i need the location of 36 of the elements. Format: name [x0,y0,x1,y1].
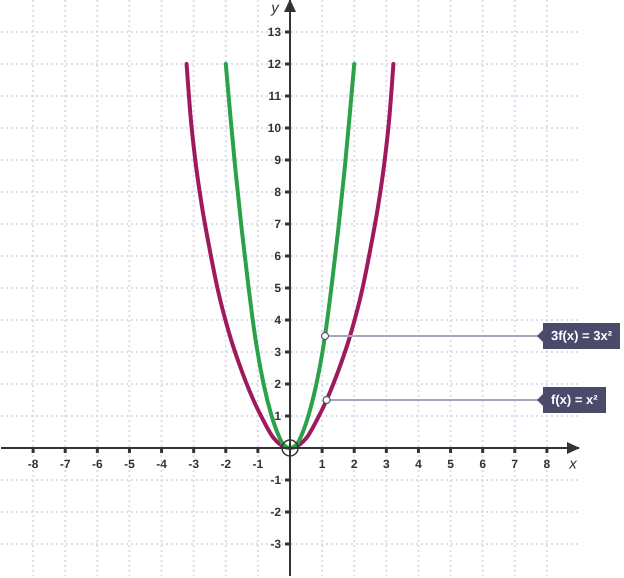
x-tick-label: 8 [544,457,551,471]
x-tick-label: -6 [92,457,103,471]
x-tick-label: -7 [60,457,71,471]
y-tick-label: -3 [270,537,282,551]
y-tick-label: 6 [274,249,282,263]
x-tick-label: 7 [511,457,518,471]
y-tick-label: 2 [274,377,282,391]
y-tick-label: 7 [274,217,282,231]
x-tick-label: 3 [382,457,390,471]
annotation: f(x) = x² [543,387,606,413]
y-tick-label: 12 [268,57,282,71]
x-axis-title: x [568,456,578,472]
y-tick-label: 13 [268,25,282,39]
y-tick-label: -2 [270,505,282,519]
x-tick-label: 4 [415,457,422,471]
x-tick-label: -2 [220,457,232,471]
x-tick-label: -8 [28,457,39,471]
x-tick-label: 2 [350,457,358,471]
x-tick-label: -5 [124,457,136,471]
x-tick-label: 1 [318,457,326,471]
x-tick-label: -3 [188,457,200,471]
y-tick-label: 5 [274,281,282,295]
y-tick-label: 4 [274,313,282,327]
x-tick-label: 6 [479,457,486,471]
y-tick-label: 10 [268,121,282,135]
y-tick-label: -1 [270,473,282,487]
y-tick-label: 1 [274,409,282,423]
x-tick-label: 5 [447,457,454,471]
y-tick-label: 3 [274,345,282,359]
x-tick-label: -1 [252,457,264,471]
y-tick-label: 9 [274,153,282,167]
y-tick-label: 11 [268,89,282,103]
annotation: 3f(x) = 3x² [543,323,620,349]
y-axis-title: y [270,0,280,16]
x-tick-label: -4 [156,457,168,471]
y-tick-label: 8 [274,185,282,199]
